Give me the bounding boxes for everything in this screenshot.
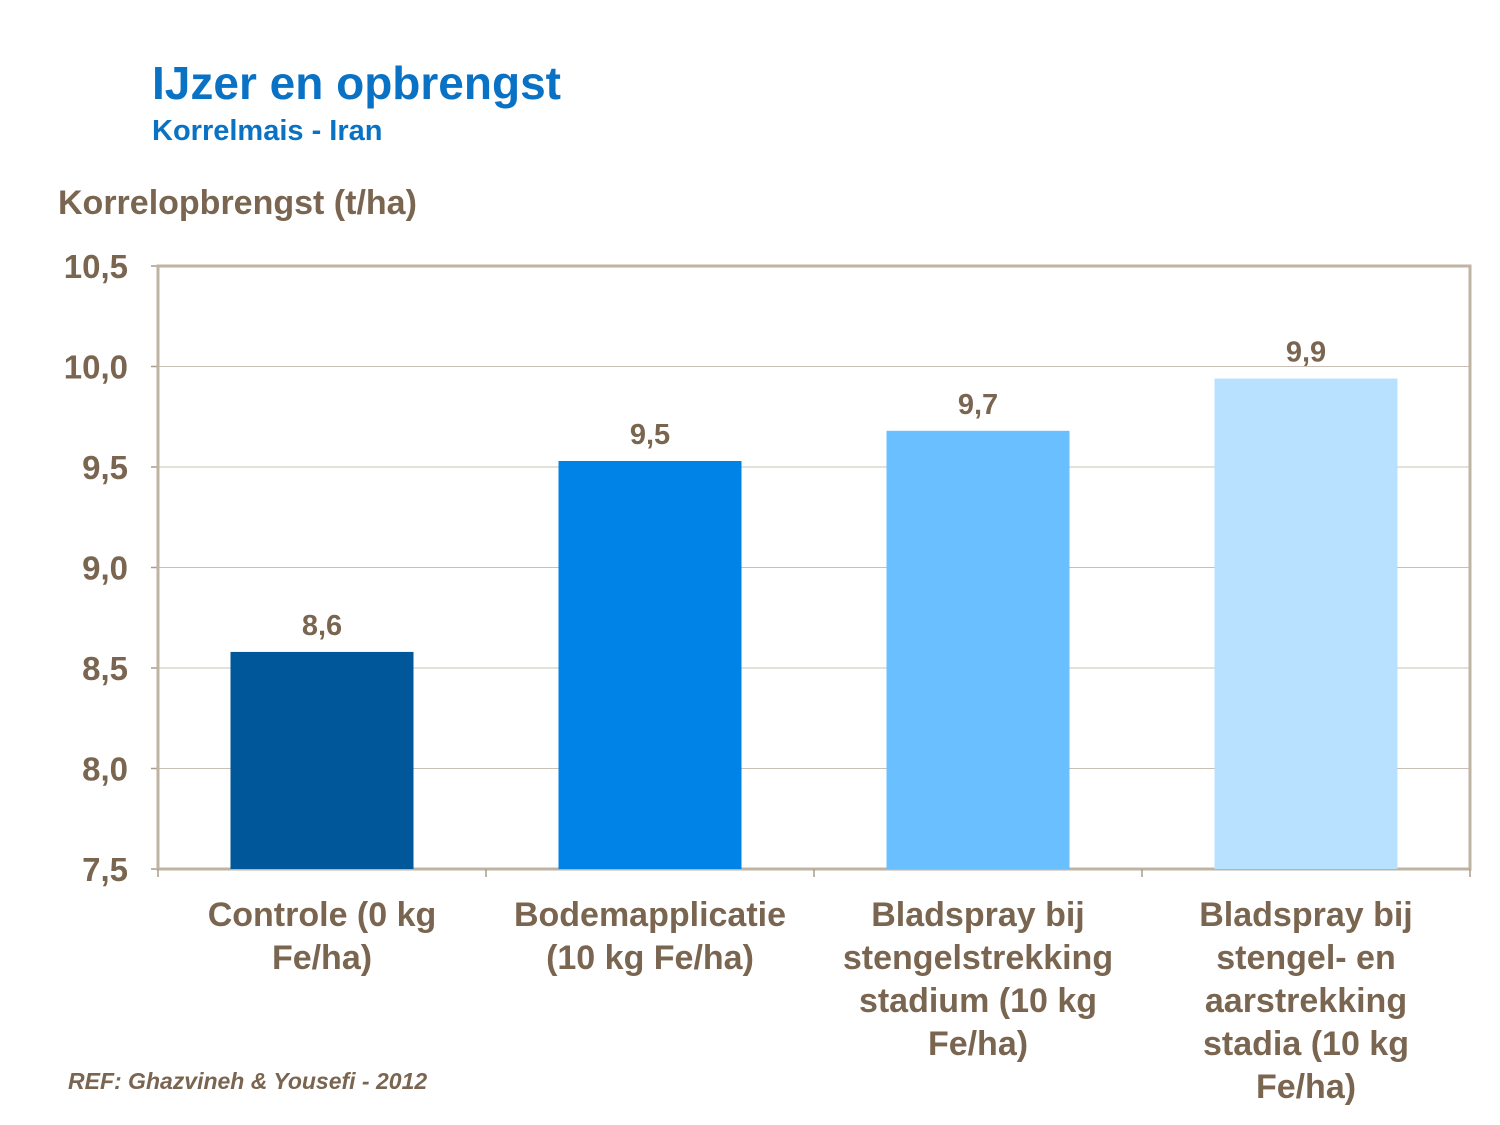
data-label: 9,5 [630,419,670,451]
y-axis-label: Korrelopbrengst (t/ha) [58,184,417,222]
bar [886,430,1070,869]
data-label: 8,6 [302,610,342,642]
x-tick-label: stengelstrekking [843,939,1113,977]
y-tick-label: 7,5 [82,851,128,888]
y-tick-label: 8,0 [82,751,128,788]
x-tick-label: Bladspray bij [871,896,1085,934]
y-tick-label: 8,5 [82,650,128,687]
y-tick-label: 10,5 [64,248,128,285]
y-tick-label: 9,5 [82,449,128,486]
chart-title: IJzer en opbrengst [152,57,561,109]
x-tick-label: stengel- en [1216,939,1395,977]
bar [1214,378,1398,869]
data-label: 9,9 [1286,337,1326,369]
x-tick-label: Bladspray bij [1199,896,1413,934]
x-tick-label: (10 kg Fe/ha) [546,939,754,977]
x-tick-label: stadia (10 kg [1203,1025,1409,1063]
chart-subtitle: Korrelmais - Iran [152,115,383,147]
bar [230,651,414,869]
y-tick-label: 9,0 [82,550,128,587]
x-tick-label: Fe/ha) [928,1025,1028,1063]
bar [558,460,742,869]
data-label: 9,7 [958,389,998,421]
reference-note: REF: Ghazvineh & Yousefi - 2012 [68,1068,428,1094]
y-tick-label: 10,0 [64,349,128,386]
x-tick-label: Controle (0 kg [208,896,437,934]
x-tick-label: stadium (10 kg [859,982,1097,1020]
x-tick-label: Fe/ha) [1256,1068,1356,1106]
x-tick-label: aarstrekking [1205,982,1407,1020]
x-tick-label: Fe/ha) [272,939,372,977]
x-tick-label: Bodemapplicatie [514,896,786,934]
